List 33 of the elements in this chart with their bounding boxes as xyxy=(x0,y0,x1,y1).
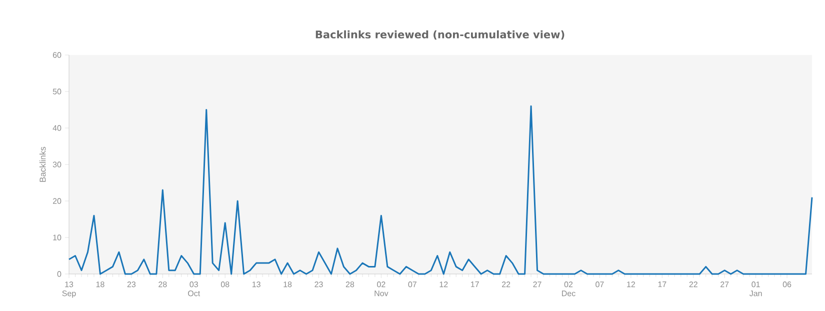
x-tick-label: 23 xyxy=(314,282,323,288)
x-tick-label: 27 xyxy=(533,282,542,288)
x-tick-label: 01 Jan xyxy=(749,282,762,296)
x-tick-label: 06 xyxy=(782,282,792,288)
x-tick-label: 02 Dec xyxy=(562,282,576,296)
x-tick-label: 18 xyxy=(96,282,104,288)
x-tick-label: 18 xyxy=(284,282,292,288)
y-tick-label: 30 xyxy=(52,162,62,168)
x-tick-label: 22 xyxy=(502,282,510,288)
x-tick-label: 13 xyxy=(252,282,260,288)
x-tick-label: 22 xyxy=(689,282,698,288)
x-tick-label: 23 xyxy=(127,282,136,288)
x-tick-label: 12 xyxy=(627,282,635,288)
x-tick-label: 07 xyxy=(408,282,416,288)
x-tick-label: 12 xyxy=(440,282,448,288)
x-tick-label: 28 xyxy=(158,282,167,288)
x-tick-label: 03 Oct xyxy=(188,282,200,296)
y-tick-label: 50 xyxy=(52,88,62,94)
y-tick-label: 60 xyxy=(52,52,62,58)
y-axis-title: Backlinks xyxy=(39,146,46,182)
x-tick-label: 17 xyxy=(658,282,666,288)
y-tick-label: 40 xyxy=(52,125,62,131)
x-tick-label: 07 xyxy=(596,282,604,288)
x-tick-label: 27 xyxy=(720,282,729,288)
y-tick-label: 0 xyxy=(57,271,62,277)
y-tick-label: 10 xyxy=(53,234,62,240)
chart-title: Backlinks reviewed (non-cumulative view) xyxy=(316,30,564,40)
y-tick-label: 20 xyxy=(52,198,62,204)
x-tick-label: 28 xyxy=(346,282,354,288)
x-tick-label: 02 Nov xyxy=(374,282,388,296)
x-tick-label: 13 Sep xyxy=(62,282,76,298)
x-tick-label: 17 xyxy=(471,282,479,288)
x-tick-label: 08 xyxy=(220,282,230,288)
